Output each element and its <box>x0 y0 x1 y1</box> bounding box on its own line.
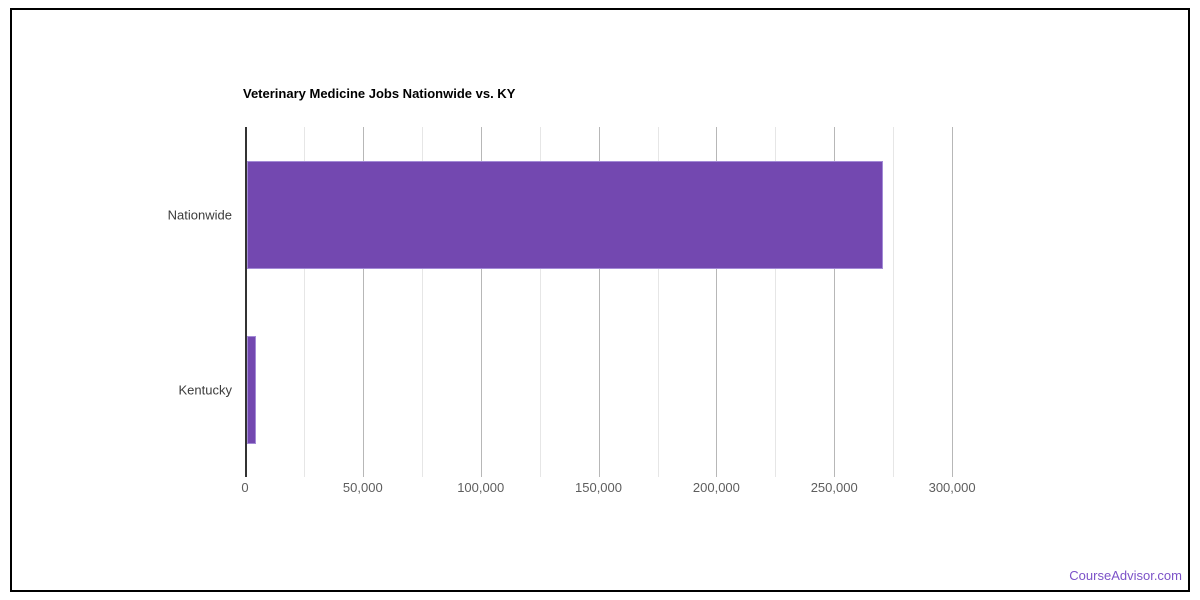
bar-nationwide <box>247 160 884 269</box>
bar-kentucky <box>247 335 256 444</box>
x-axis-tick-labels: 0 50,000 100,000 150,000 200,000 250,000 300,0… <box>241 480 1011 500</box>
major-gridline <box>598 127 600 477</box>
major-gridline <box>716 127 718 477</box>
minor-gridline <box>421 127 423 477</box>
major-gridline <box>834 127 836 477</box>
courseadvisor-link[interactable]: CourseAdvisor.com <box>1069 568 1182 583</box>
chart-title: Veterinary Medicine Jobs Nationwide vs. … <box>243 86 516 101</box>
plot-area <box>245 127 1011 477</box>
major-gridline <box>362 127 364 477</box>
minor-gridline <box>539 127 541 477</box>
minor-gridline <box>775 127 777 477</box>
minor-gridline <box>303 127 305 477</box>
category-label-nationwide: Nationwide <box>167 207 232 222</box>
minor-gridline <box>893 127 895 477</box>
x-tick-label: 0 <box>241 480 249 495</box>
x-tick-label: 150,000 <box>575 480 622 495</box>
x-tick-label: 50,000 <box>342 480 383 495</box>
minor-gridline <box>657 127 659 477</box>
major-gridline <box>480 127 482 477</box>
y-axis-line <box>245 127 247 477</box>
x-tick-label: 250,000 <box>810 480 858 495</box>
x-tick-label: 100,000 <box>457 480 505 495</box>
image-border-frame <box>10 8 1190 592</box>
category-label-kentucky: Kentucky <box>178 382 232 397</box>
category-axis-labels: Nationwide Kentucky <box>0 127 232 477</box>
x-tick-label: 300,000 <box>928 480 976 495</box>
major-gridline <box>952 127 954 477</box>
x-tick-label: 200,000 <box>692 480 740 495</box>
